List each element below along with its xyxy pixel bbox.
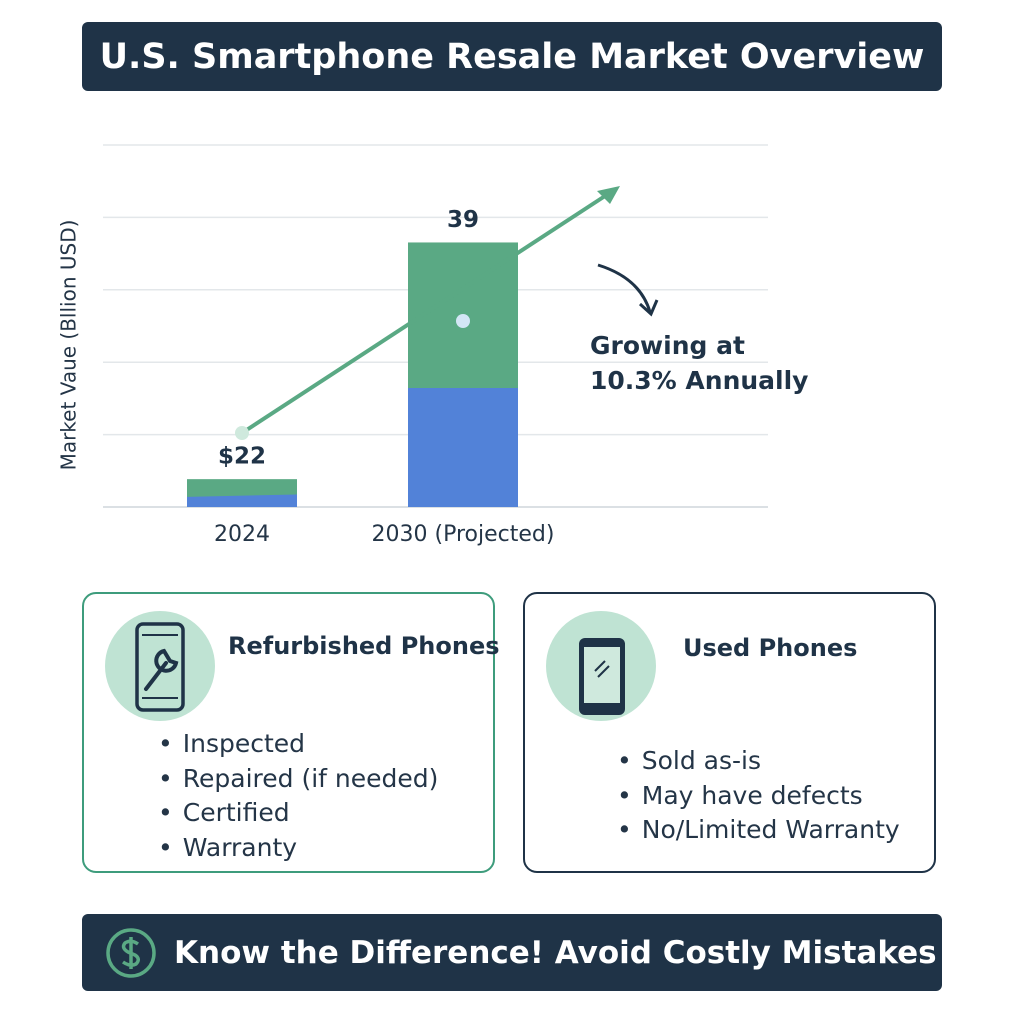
card-title: Refurbished Phones xyxy=(228,632,500,660)
note-arrow-head xyxy=(638,299,659,317)
card-item: Repaired (if needed) xyxy=(158,762,439,797)
x-tick-label: 2024 xyxy=(214,522,270,547)
value-label: $22 xyxy=(218,444,266,470)
chart: $22 2024 39 2030 (Projected) Market Vaue (B… xyxy=(57,144,768,547)
title-banner: U.S. Smartphone Resale Market Overview xyxy=(82,22,942,91)
bar-base xyxy=(408,387,518,507)
y-axis-label: Market Vaue (Bllion USD) xyxy=(57,220,81,471)
footer-text: Know the Difference! Avoid Costly Mistak… xyxy=(174,934,937,971)
refurbished-card: Refurbished Phones InspectedRepaired (if… xyxy=(82,592,500,873)
card-list: InspectedRepaired (if needed)CertifiedWa… xyxy=(158,727,439,866)
chart-title: U.S. Smartphone Resale Market Overview xyxy=(99,36,925,77)
card-list: Sold as-isMay have defectsNo/Limited War… xyxy=(617,744,900,848)
used-card: Used Phones Sold as-isMay have defectsNo… xyxy=(523,592,936,873)
growth-annotation: Growing at 10.3% Annually xyxy=(590,331,809,395)
footer-banner: Know the Difference! Avoid Costly Mistak… xyxy=(82,914,942,991)
card-item: Warranty xyxy=(158,831,438,866)
card-item: Inspected xyxy=(158,727,438,762)
note-arrow xyxy=(597,263,652,313)
used-icon xyxy=(546,611,656,721)
dollar-icon xyxy=(106,927,156,978)
bar-base xyxy=(187,494,297,507)
trend-arrow xyxy=(597,186,620,204)
card-item: Certified xyxy=(158,796,438,831)
trend-line xyxy=(240,194,607,435)
card-item: May have defects xyxy=(617,779,900,814)
value-label: 39 xyxy=(447,207,479,233)
x-tick-label: 2030 (Projected) xyxy=(372,522,555,547)
trend-dot xyxy=(456,314,470,328)
card-item: No/Limited Warranty xyxy=(617,813,900,848)
refurbished-icon xyxy=(105,611,215,721)
card-title: Used Phones xyxy=(683,634,858,662)
card-item: Sold as-is xyxy=(617,744,900,779)
trend-dot xyxy=(235,426,249,440)
